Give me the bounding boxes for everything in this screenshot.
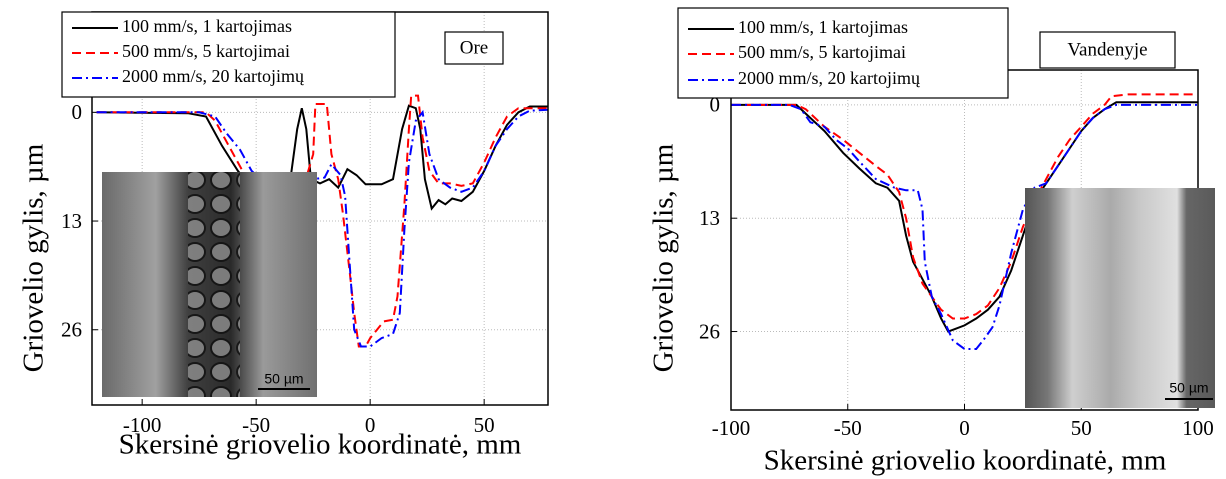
x-tick-label: 50 <box>474 413 495 437</box>
x-tick-label: -100 <box>712 416 751 440</box>
series-group <box>731 93 1198 350</box>
chart-title: Vandenyje <box>1067 39 1147 60</box>
x-tick-label: -100 <box>123 413 162 437</box>
chart-title: Ore <box>460 37 488 58</box>
legend-label: 100 mm/s, 1 kartojimas <box>122 16 292 36</box>
inset-left: 50 µm <box>102 172 317 397</box>
legend-label: 500 mm/s, 5 kartojimai <box>738 42 906 62</box>
x-tick-label: -50 <box>242 413 270 437</box>
y-tick-label: 13 <box>61 209 82 233</box>
legend-label: 2000 mm/s, 20 kartojimų <box>738 68 921 88</box>
x-tick-label: 0 <box>365 413 376 437</box>
x-axis-label: Skersinė griovelio koordinatė, mm <box>764 445 1167 477</box>
title-box <box>1039 31 1176 69</box>
scale-label: 50 µm <box>1169 380 1208 396</box>
scale-label: 50 µm <box>264 371 303 387</box>
y-tick-label: 0 <box>72 100 83 124</box>
y-tick-label: 26 <box>699 319 720 343</box>
x-tick-label: 50 <box>1071 416 1092 440</box>
legend-label: 500 mm/s, 5 kartojimai <box>122 41 290 61</box>
y-tick-label: 26 <box>61 318 82 342</box>
y-tick-label: 0 <box>710 93 721 117</box>
x-tick-label: 100 <box>1182 416 1214 440</box>
y-tick-label: 13 <box>699 206 720 230</box>
data-line <box>731 103 1198 350</box>
title-box <box>444 31 504 65</box>
x-tick-label: -50 <box>834 416 862 440</box>
y-axis-label: Griovelio gylis, µm <box>648 143 680 372</box>
data-line <box>731 93 1198 320</box>
x-axis-label: Skersinė griovelio koordinatė, mm <box>119 429 522 461</box>
legend-box <box>61 11 396 98</box>
x-tick-label: 0 <box>959 416 970 440</box>
legend-label: 100 mm/s, 1 kartojimas <box>738 17 908 37</box>
inset-right: 50 µm <box>1025 188 1215 408</box>
y-axis-label: Griovelio gylis, µm <box>18 143 50 372</box>
legend-label: 2000 mm/s, 20 kartojimų <box>122 66 305 86</box>
